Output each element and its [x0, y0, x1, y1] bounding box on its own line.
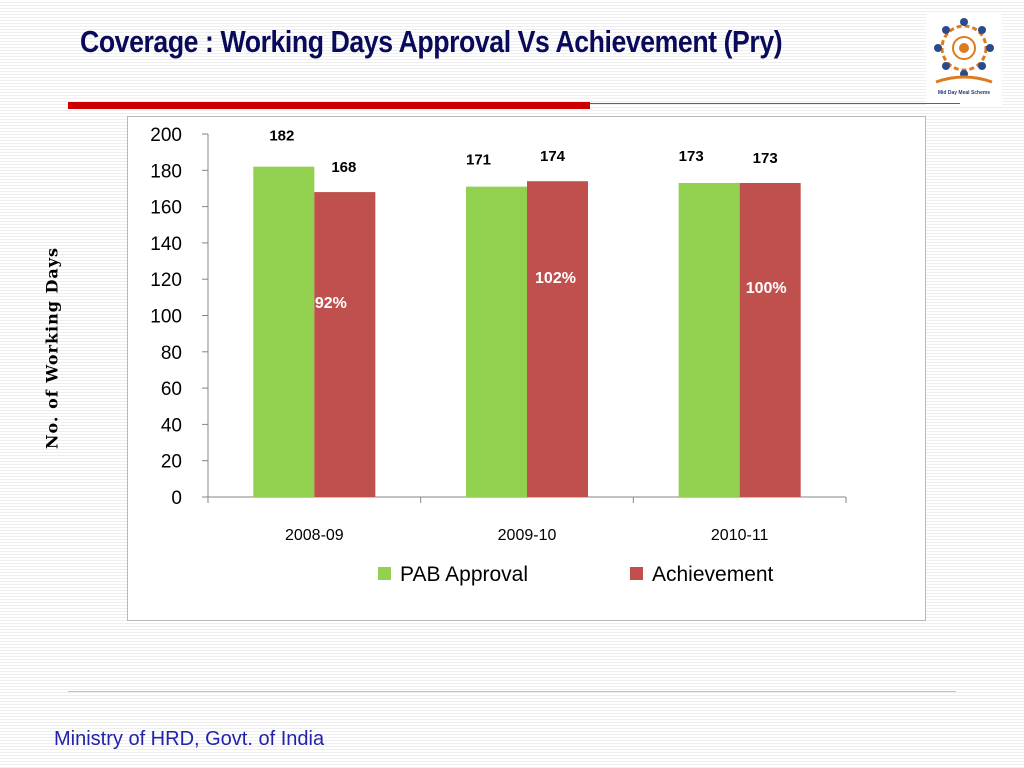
percent-annotation: 100%: [746, 280, 787, 297]
bar-pab-approval: [466, 186, 527, 497]
y-tick-label: 200: [150, 125, 182, 146]
bar-pab-approval: [253, 166, 315, 498]
y-tick-label: 80: [161, 343, 182, 364]
data-label: 174: [540, 148, 566, 165]
x-tick-label: 2010-11: [711, 527, 769, 544]
data-label: 173: [753, 150, 778, 167]
y-tick-label: 60: [161, 379, 182, 400]
legend-swatch: [378, 567, 391, 580]
bar-pab-approval: [678, 183, 740, 497]
bar-achievement: [314, 192, 376, 497]
bar-achievement: [739, 183, 801, 497]
footer-text: Ministry of HRD, Govt. of India: [54, 728, 325, 750]
x-tick-label: 2008-09: [285, 527, 344, 544]
y-tick-label: 0: [171, 488, 182, 509]
legend-label: PAB Approval: [400, 563, 528, 586]
y-tick-label: 180: [150, 161, 182, 182]
y-tick-label: 160: [150, 198, 182, 219]
bar-achievement: [527, 181, 588, 497]
header-red-rule: [68, 102, 590, 109]
data-label: 168: [331, 159, 356, 176]
data-label: 182: [269, 128, 294, 145]
data-label: 173: [679, 148, 704, 165]
logo-caption: Mid Day Meal Scheme: [937, 90, 991, 96]
footer-rule: [68, 691, 956, 692]
y-tick-label: 140: [150, 234, 182, 255]
legend-label: Achievement: [652, 563, 774, 586]
mid-day-meal-logo: Mid Day Meal Scheme: [926, 14, 1002, 106]
y-tick-label: 120: [150, 270, 182, 291]
data-label: 171: [466, 152, 491, 169]
legend-swatch: [630, 567, 643, 580]
logo-emblem-icon: [934, 18, 994, 84]
page-title: Coverage : Working Days Approval Vs Achi…: [80, 24, 783, 59]
percent-annotation: 102%: [535, 270, 576, 287]
header-thin-rule: [590, 103, 960, 104]
y-tick-label: 40: [161, 415, 182, 436]
y-tick-label: 20: [161, 452, 182, 473]
y-tick-label: 100: [150, 307, 182, 328]
percent-annotation: 92%: [315, 295, 347, 312]
x-tick-label: 2009-10: [498, 527, 557, 544]
